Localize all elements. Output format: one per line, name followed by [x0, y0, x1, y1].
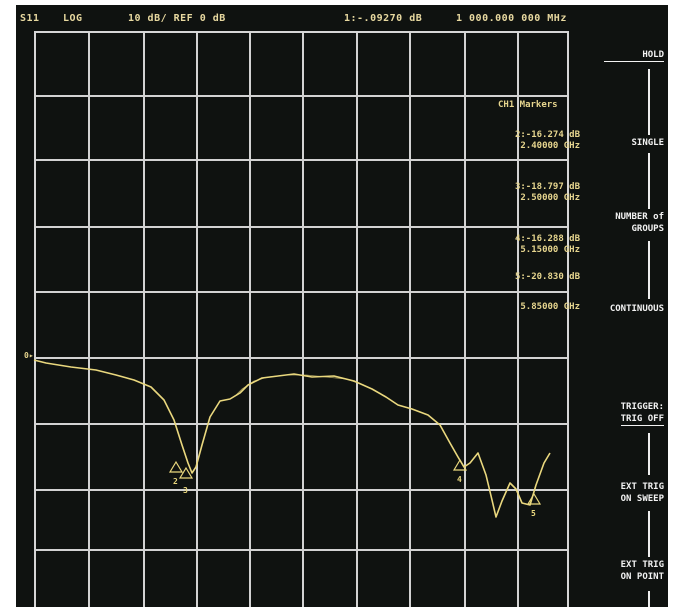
active-marker-frequency: 1 000.000 000 MHz [456, 13, 567, 24]
softkey-connector [648, 511, 650, 557]
softkey-hold-label: HOLD [642, 50, 664, 60]
scale-label: 10 dB/ REF 0 dB [128, 13, 226, 24]
s11-trace-line [33, 359, 551, 518]
gridline-h [36, 489, 567, 491]
marker-triangle [452, 458, 468, 471]
softkey-connector [648, 69, 650, 135]
softkey-single[interactable]: SINGLE [631, 137, 664, 149]
softkey-connector [648, 153, 650, 209]
marker-5-value: 5:-20.830 dB [514, 272, 580, 282]
softkey-connector [648, 241, 650, 299]
softkey-trigger[interactable]: TRIGGER: TRIG OFF [620, 401, 664, 426]
gridline-h [36, 357, 567, 359]
trace-marker-2: 2 [168, 460, 184, 486]
gridline-h [36, 226, 567, 228]
trace-marker-5: 5 [526, 492, 542, 518]
marker-4-value: 4:-16.288 dB [514, 234, 580, 244]
softkey-continuous-label: CONTINUOUS [609, 304, 664, 314]
s11-trace-noise [229, 374, 365, 400]
softkey-trigger-line2: TRIG OFF [620, 414, 664, 426]
marker-label: 5 [531, 509, 536, 518]
gridline-v [356, 33, 358, 607]
trace-marker-4: 4 [452, 458, 468, 484]
status-header: S11 LOG 10 dB/ REF 0 dB 1:-.09270 dB 1 0… [16, 5, 668, 27]
active-marker-readout: 1:-.09270 dB [344, 13, 423, 24]
parameter-label: S11 [20, 13, 40, 24]
gridline-v [143, 33, 145, 607]
softkey-ext-sweep-line2: ON SWEEP [620, 494, 664, 504]
marker-label: 3 [183, 486, 188, 495]
marker-triangle [168, 460, 184, 473]
gridline-h [36, 549, 567, 551]
softkey-panel: HOLD SINGLE NUMBER of GROUPS CONTINUOUS … [576, 35, 668, 607]
softkey-ext-trig-point[interactable]: EXT TRIG ON POINT [621, 559, 664, 583]
marker-5-frequency: 5.85000 GHz [520, 302, 580, 312]
softkey-continuous[interactable]: CONTINUOUS [610, 303, 664, 315]
marker-3-frequency: 2.50000 GHz [520, 193, 580, 203]
marker-label: 2 [173, 477, 178, 486]
gridline-v [88, 33, 90, 607]
softkey-ext-sweep-line1: EXT TRIG [620, 482, 664, 492]
softkey-groups-line1: NUMBER of [615, 212, 664, 222]
softkey-ext-trig-sweep[interactable]: EXT TRIG ON SWEEP [621, 481, 664, 505]
trace-marker-3: 3 [178, 466, 194, 495]
softkey-trigger-line1: TRIGGER: [620, 402, 664, 412]
gridline-v [517, 33, 519, 607]
softkey-single-label: SINGLE [631, 138, 664, 148]
softkey-hold[interactable]: HOLD [604, 49, 664, 62]
softkey-number-of-groups[interactable]: NUMBER of GROUPS [615, 211, 664, 235]
softkey-connector [648, 433, 650, 475]
marker-label: 4 [457, 475, 462, 484]
gridline-h [36, 291, 567, 293]
gridline-v [409, 33, 411, 607]
softkey-connector [648, 591, 650, 607]
analyzer-display: S11 LOG 10 dB/ REF 0 dB 1:-.09270 dB 1 0… [16, 5, 668, 607]
marker-4-frequency: 5.15000 GHz [520, 245, 580, 255]
format-label: LOG [63, 13, 83, 24]
gridline-v [302, 33, 304, 607]
gridline-h [36, 95, 567, 97]
marker-2-frequency: 2.40000 GHz [520, 141, 580, 151]
softkey-ext-point-line2: ON POINT [620, 572, 664, 582]
marker-triangle [178, 466, 194, 479]
reference-level-marker: 0▸ [24, 351, 34, 360]
marker-3-value: 3:-18.797 dB [514, 182, 580, 192]
marker-list-title: CH1 Markers [498, 100, 558, 110]
marker-list: CH1 Markers 2:-16.274 dB 2.40000 GHz 3:-… [486, 100, 606, 330]
gridline-v [249, 33, 251, 607]
marker-2-value: 2:-16.274 dB [514, 130, 580, 140]
gridline-v [196, 33, 198, 607]
measurement-grid [34, 31, 569, 607]
softkey-groups-line2: GROUPS [631, 224, 664, 234]
gridline-v [464, 33, 466, 607]
gridline-h [36, 423, 567, 425]
gridline-h [36, 159, 567, 161]
s11-trace: 2 3 4 5 [33, 359, 551, 518]
softkey-ext-point-line1: EXT TRIG [620, 560, 664, 570]
marker-triangle [526, 492, 542, 505]
